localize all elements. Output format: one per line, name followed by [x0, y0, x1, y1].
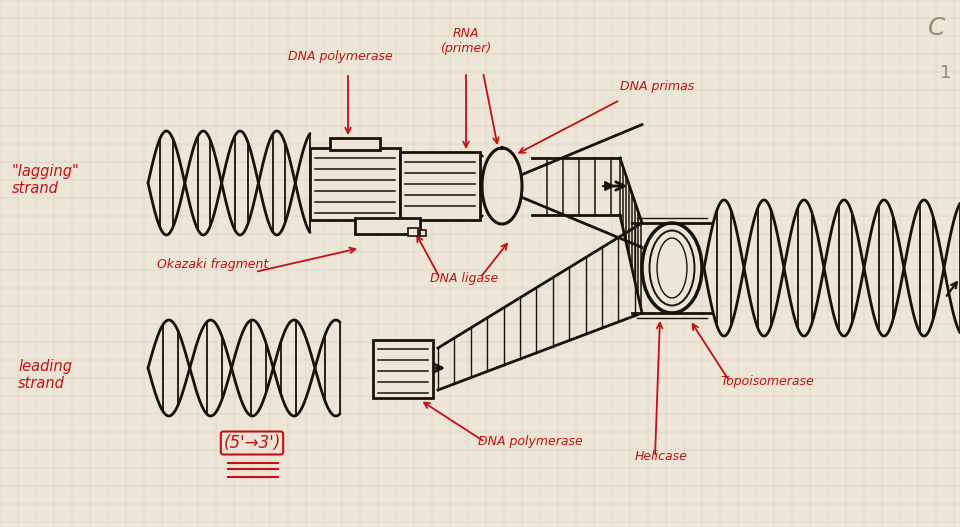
Bar: [355, 218, 420, 234]
Text: Okazaki fragment: Okazaki fragment: [157, 258, 268, 271]
Text: "lagging"
strand: "lagging" strand: [12, 164, 80, 196]
Text: C: C: [928, 16, 946, 40]
Text: Helicase: Helicase: [635, 450, 688, 463]
Text: DNA polymerase: DNA polymerase: [288, 50, 393, 63]
Bar: [310, 148, 400, 220]
Bar: [408, 228, 418, 236]
Bar: [420, 230, 426, 236]
Ellipse shape: [642, 223, 702, 313]
Text: DNA polymerase: DNA polymerase: [478, 435, 583, 448]
Text: RNA
(primer): RNA (primer): [441, 27, 492, 55]
Text: 1: 1: [940, 64, 951, 82]
Bar: [400, 152, 480, 220]
Text: Topoisomerase: Topoisomerase: [720, 375, 814, 388]
Ellipse shape: [650, 230, 694, 306]
Text: leading
strand: leading strand: [18, 359, 72, 391]
Ellipse shape: [657, 238, 687, 298]
Text: DNA primas: DNA primas: [620, 80, 694, 93]
Text: (5'→3'): (5'→3'): [224, 434, 280, 452]
Text: DNA ligase: DNA ligase: [430, 272, 498, 285]
Bar: [330, 138, 380, 150]
Bar: [373, 340, 433, 398]
